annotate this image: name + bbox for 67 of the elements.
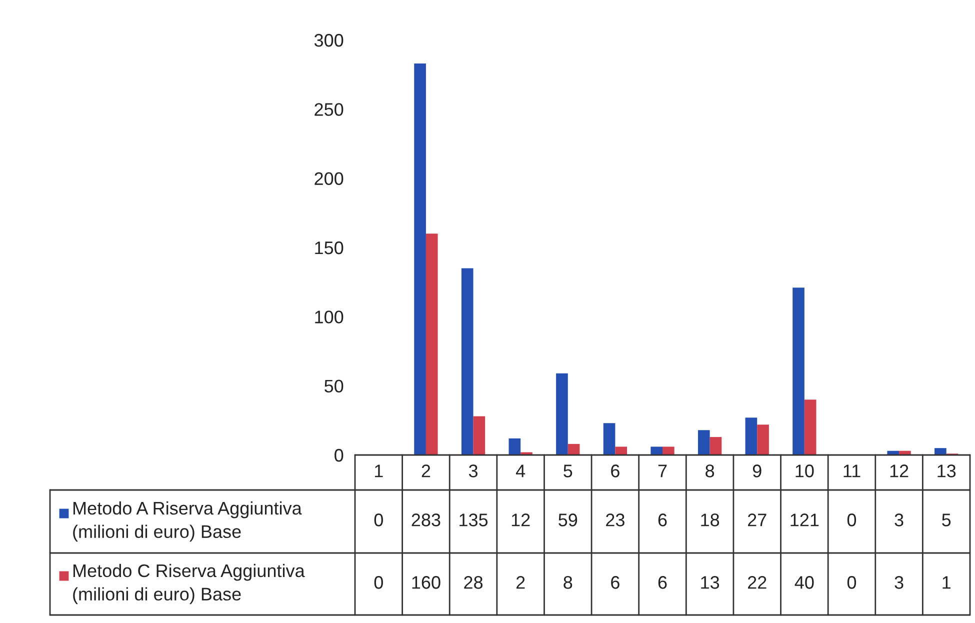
x-tick-label: 9 <box>752 464 762 478</box>
legend-label: Metodo A Riserva Aggiuntiva (milioni di euro) Base <box>73 501 302 542</box>
bar <box>426 234 438 455</box>
bar <box>662 446 674 455</box>
x-tick-label: 12 <box>890 464 908 478</box>
x-tick-label: 13 <box>938 464 956 478</box>
data-label: 28 <box>464 576 483 589</box>
bar <box>473 416 486 455</box>
bar <box>414 64 426 455</box>
data-label: 18 <box>701 514 720 526</box>
data-label: 121 <box>790 514 819 526</box>
data-label: 0 <box>847 576 856 589</box>
data-label: 0 <box>374 514 383 526</box>
data-label: 8 <box>564 576 572 589</box>
y-tick-label: 250 <box>314 103 344 116</box>
bar <box>792 288 804 455</box>
bar <box>745 418 758 455</box>
data-label: 1 <box>942 576 950 589</box>
data-label: 2 <box>516 576 525 589</box>
data-label: 3 <box>894 514 904 526</box>
data-label: 27 <box>748 514 766 526</box>
x-tick-label: 3 <box>468 464 478 478</box>
data-label: 0 <box>847 514 856 526</box>
data-label: 59 <box>558 514 578 526</box>
bar <box>556 373 568 455</box>
data-label: 13 <box>701 576 720 589</box>
bar <box>934 448 946 455</box>
bar <box>615 446 628 455</box>
data-label: 12 <box>512 514 530 526</box>
bar <box>710 437 722 455</box>
y-tick-label: 200 <box>314 172 344 186</box>
x-tick-label: 5 <box>564 464 572 478</box>
bar <box>650 446 662 455</box>
x-tick-label: 6 <box>611 464 620 478</box>
x-tick-label: 7 <box>658 464 667 478</box>
y-tick-label: 50 <box>324 380 344 393</box>
bar <box>568 444 580 455</box>
data-label: 5 <box>942 514 951 526</box>
bar <box>603 423 616 455</box>
data-label: 135 <box>460 514 488 526</box>
data-label: 160 <box>412 576 440 589</box>
data-label: 6 <box>611 576 620 589</box>
bar <box>461 268 474 455</box>
bar <box>508 438 521 455</box>
bar <box>757 424 769 455</box>
data-label: 0 <box>374 576 383 589</box>
bar <box>698 430 710 455</box>
bar <box>804 400 816 455</box>
bar <box>520 452 532 455</box>
data-label: 40 <box>794 576 814 589</box>
data-label: 6 <box>658 576 667 589</box>
x-tick-label: 4 <box>516 464 526 478</box>
x-tick-label: 11 <box>844 464 860 478</box>
data-label: 23 <box>606 514 624 526</box>
y-tick-label: 0 <box>334 448 344 462</box>
x-tick-label: 8 <box>706 464 714 478</box>
x-tick-label: 2 <box>422 464 430 478</box>
x-tick-label: 1 <box>375 464 383 478</box>
x-tick-label: 10 <box>796 464 814 478</box>
legend-label: Metodo C Riserva Aggiuntiva (milioni di euro) Base <box>73 564 305 604</box>
data-label: 22 <box>748 576 766 589</box>
y-tick-label: 150 <box>315 241 344 254</box>
y-tick-label: 300 <box>314 34 344 47</box>
data-label: 3 <box>894 576 904 589</box>
data-label: 6 <box>658 514 667 526</box>
data-label: 283 <box>412 514 440 526</box>
y-tick-label: 100 <box>315 310 344 324</box>
